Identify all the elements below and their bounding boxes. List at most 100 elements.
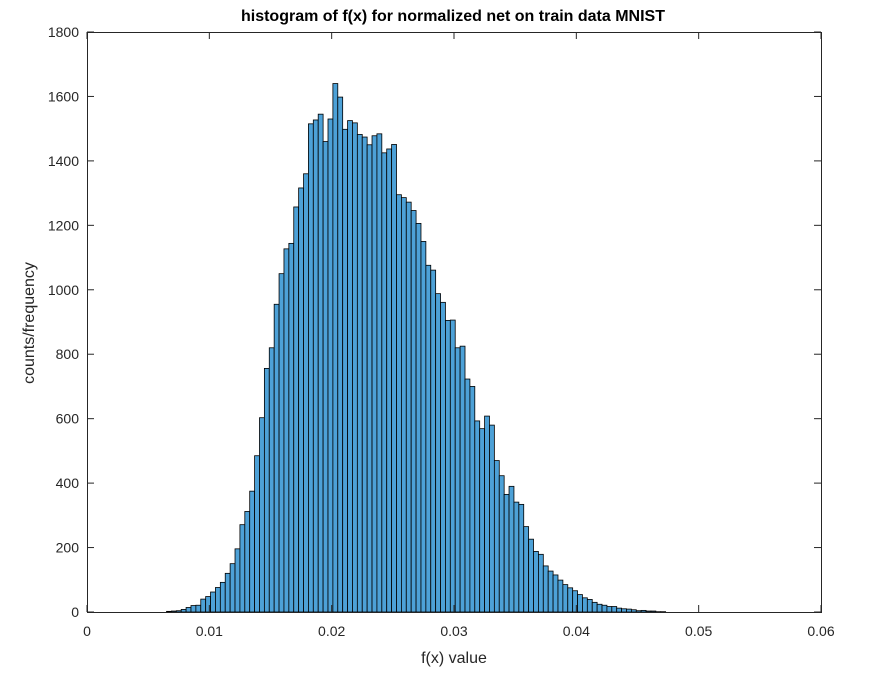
histogram-bar	[308, 123, 314, 613]
histogram-bar	[400, 197, 407, 613]
histogram-bar	[445, 319, 451, 613]
histogram-bar	[533, 551, 539, 613]
histogram-bar	[498, 475, 505, 613]
histogram-bar	[185, 607, 192, 613]
y-tick-label: 0	[71, 604, 79, 620]
histogram-bar	[479, 428, 485, 613]
histogram-bar	[547, 570, 554, 613]
histogram-bar	[489, 424, 495, 613]
histogram-bar	[224, 572, 231, 613]
histogram-bar	[229, 563, 236, 613]
histogram-bar	[616, 607, 622, 613]
x-tick-label: 0.02	[318, 623, 345, 639]
histogram-bar	[435, 293, 441, 613]
histogram-bar	[596, 603, 603, 613]
histogram-bar	[606, 606, 613, 613]
x-axis-ticks: 0 0.01 0.02 0.03 0.04 0.05 0.06	[83, 32, 835, 639]
histogram-bar	[552, 574, 559, 613]
histogram-bar	[464, 378, 471, 613]
histogram-bar	[405, 201, 412, 613]
x-axis-label: f(x) value	[421, 650, 487, 667]
y-tick-label: 400	[56, 475, 80, 491]
histogram-bar	[303, 173, 309, 613]
histogram-bar	[283, 248, 290, 613]
histogram-bar	[376, 133, 383, 613]
histogram-bar	[640, 609, 647, 613]
y-tick-label: 800	[56, 346, 80, 362]
histogram-bar	[244, 511, 251, 613]
histogram-bar	[518, 503, 525, 613]
x-tick-label: 0.06	[807, 623, 834, 639]
histogram-bar	[513, 501, 520, 613]
histogram-bar	[386, 148, 393, 613]
y-tick-label: 200	[56, 540, 80, 556]
histogram-bar	[278, 273, 285, 613]
histogram-bar	[249, 490, 255, 613]
histogram-bar	[342, 128, 348, 613]
y-tick-label: 1200	[48, 217, 79, 233]
histogram-bar	[635, 610, 642, 613]
histogram-bar	[449, 319, 456, 613]
histogram-bar	[288, 242, 295, 613]
histogram-bar	[337, 96, 344, 613]
histogram-bar	[259, 417, 265, 613]
histogram-bar	[352, 122, 358, 613]
histogram-bar	[420, 241, 427, 613]
histogram-bar	[611, 606, 618, 613]
histogram-bar	[312, 119, 319, 613]
histogram-bar	[254, 455, 260, 613]
histogram-bar	[557, 579, 564, 613]
histogram-bar	[503, 493, 510, 613]
histogram-bar	[469, 386, 476, 613]
x-tick-label: 0.03	[440, 623, 467, 639]
histogram-bar	[621, 608, 627, 613]
histogram-bar	[175, 610, 182, 613]
y-tick-label: 1800	[48, 24, 79, 40]
histogram-bar	[626, 608, 632, 613]
chart-title: histogram of f(x) for normalized net on …	[241, 8, 665, 25]
histogram-bar	[268, 347, 275, 613]
histogram-bar	[650, 610, 657, 613]
histogram-bar	[396, 194, 402, 613]
histogram-bar	[630, 609, 637, 613]
histogram-bar	[415, 222, 422, 613]
histogram-bar	[166, 610, 172, 613]
histogram-bar	[234, 548, 241, 613]
histogram-bar	[293, 206, 300, 613]
x-tick-label: 0.05	[685, 623, 712, 639]
histogram-bar	[508, 485, 515, 613]
histogram-bar	[591, 601, 598, 613]
histogram-bar	[180, 609, 187, 613]
histogram-bar	[425, 264, 432, 613]
y-axis-ticks: 0 200 400 600 800 1000 1200 1400 1600 1800	[48, 24, 821, 620]
y-axis-label: counts/frequency	[21, 262, 38, 384]
y-tick-label: 1600	[48, 88, 79, 104]
histogram-bars	[166, 83, 667, 613]
histogram-bar	[484, 415, 490, 613]
histogram-bar	[538, 553, 544, 613]
histogram-bar	[215, 587, 221, 613]
histogram-bar	[454, 347, 461, 613]
histogram-bar	[317, 113, 324, 613]
y-tick-label: 1000	[48, 282, 79, 298]
histogram-bar	[459, 345, 466, 613]
histogram-bar	[542, 565, 549, 613]
histogram-bar	[298, 187, 304, 613]
histogram-bar	[361, 136, 368, 613]
histogram-bar	[586, 599, 593, 613]
histogram-bar	[562, 584, 569, 613]
histogram-bar	[371, 135, 378, 613]
histogram-bar	[332, 83, 339, 613]
histogram-bar	[430, 269, 437, 613]
histogram-bar	[440, 301, 446, 613]
x-tick-label: 0.01	[196, 623, 223, 639]
histogram-bar	[327, 118, 334, 613]
histogram-bar	[273, 303, 280, 613]
histogram-bar	[200, 598, 207, 613]
histogram-bar	[582, 597, 588, 613]
histogram-bar	[474, 420, 481, 613]
histogram-bar	[195, 604, 202, 613]
histogram-bar	[322, 141, 329, 613]
histogram-bar	[381, 152, 388, 613]
